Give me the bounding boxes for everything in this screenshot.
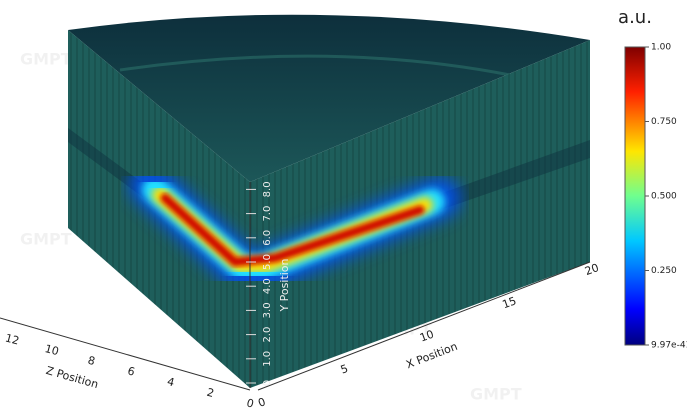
z-tick-label: 12 <box>4 331 21 347</box>
y-tick-label: 3.0 <box>262 302 273 318</box>
z-tick-label: 0 <box>245 396 255 410</box>
x-axis-label: X Position <box>404 340 459 371</box>
z-tick-label: 8 <box>86 354 96 368</box>
colorbar-tick-label: 0.500 <box>651 192 677 202</box>
colorbar-tick-label: 1.00 <box>651 43 671 53</box>
colorbar-tick-label: 0.250 <box>651 266 677 276</box>
x-tick-label: 0 <box>256 395 267 410</box>
z-axis-label: Z Position <box>44 364 99 391</box>
hot-band <box>129 164 461 293</box>
z-tick-label: 2 <box>205 386 215 400</box>
z-tick-label: 4 <box>166 375 176 389</box>
colorbar-tick-label: 0.750 <box>651 117 677 127</box>
colorbar-tick-label: 9.97e-41 <box>651 341 687 351</box>
x-tick-label: 10 <box>418 328 436 345</box>
y-tick-label: 1.0 <box>262 351 273 367</box>
y-tick-label: 8.0 <box>262 181 273 197</box>
y-tick-label: 5.0 <box>262 254 273 270</box>
y-tick-label: 0 <box>262 380 273 386</box>
y-tick-label: 4.0 <box>262 278 273 294</box>
x-tick-label: 15 <box>501 294 519 311</box>
x-axis <box>257 261 591 391</box>
colorbar-gradient <box>624 46 646 346</box>
watermark: GMPT <box>20 230 72 249</box>
y-axis-label: Y Position <box>278 258 291 312</box>
z-tick-label: 6 <box>126 364 136 378</box>
z-axis <box>0 317 251 391</box>
y-tick-label: 6.0 <box>262 230 273 246</box>
watermark: GMPT <box>470 385 522 404</box>
colorbar-title: a.u. <box>618 7 652 28</box>
top-face <box>68 14 590 182</box>
wedge <box>68 14 590 388</box>
y-tick-label: 2.0 <box>262 327 273 343</box>
watermark: GMPT <box>20 50 72 69</box>
x-tick-label: 5 <box>339 362 350 377</box>
colorbar: a.u. <box>618 7 652 346</box>
z-tick-label: 10 <box>43 342 60 358</box>
top-ring <box>119 54 511 77</box>
y-tick-label: 7.0 <box>262 206 273 222</box>
x-tick-label: 20 <box>583 261 601 278</box>
axes-lines <box>0 182 591 391</box>
